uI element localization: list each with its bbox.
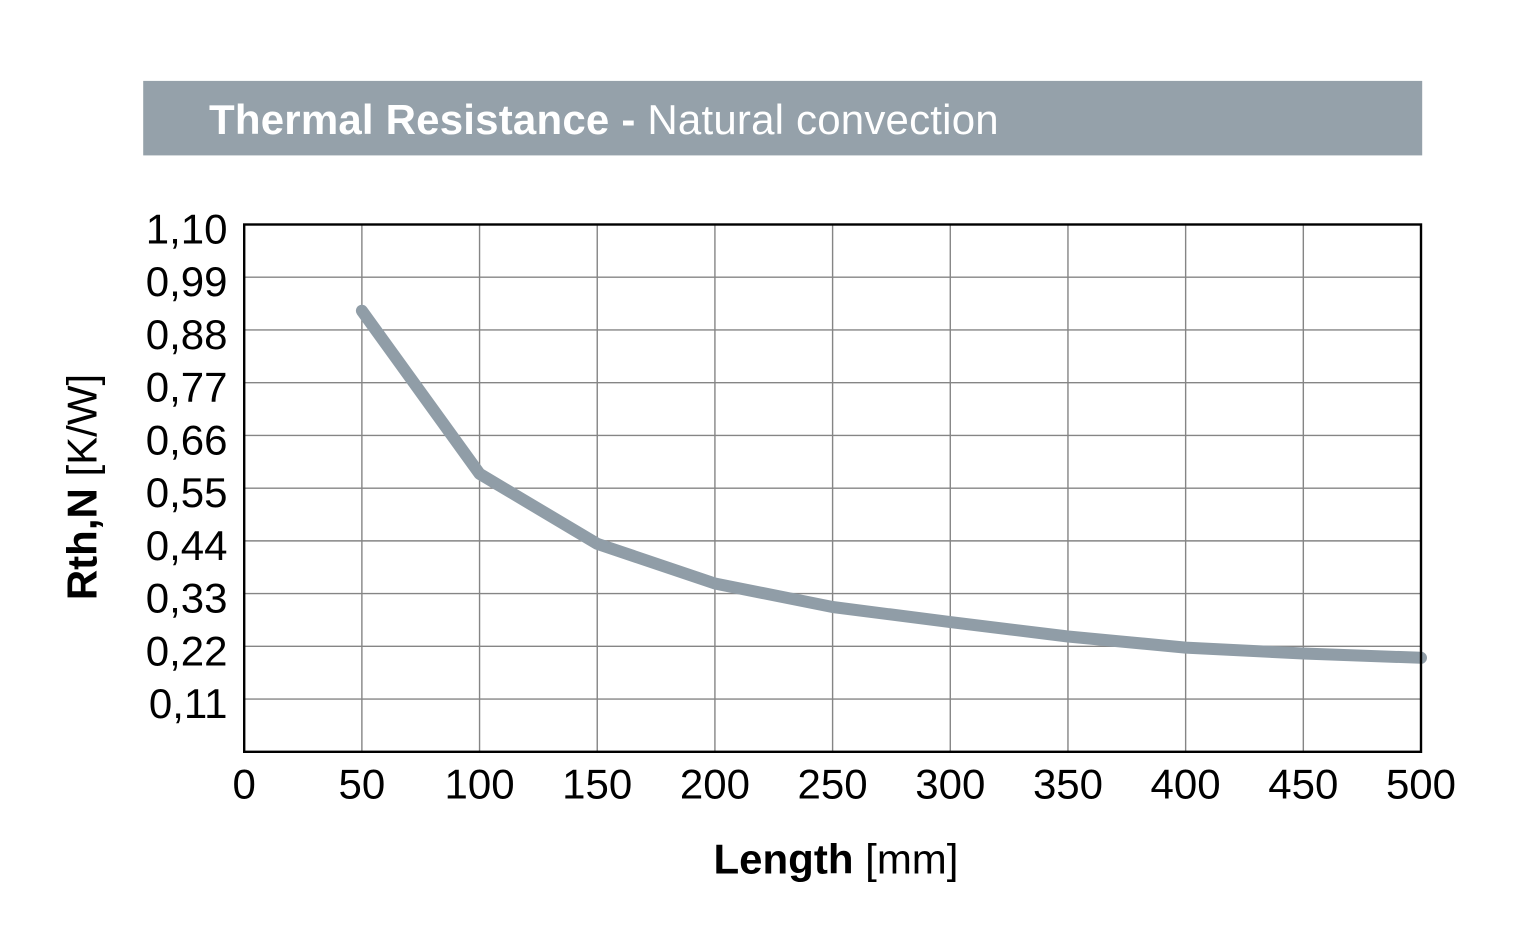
svg-text:350: 350	[1033, 760, 1103, 807]
svg-text:0,44: 0,44	[146, 522, 228, 569]
svg-text:0,77: 0,77	[146, 364, 228, 411]
svg-text:1,10: 1,10	[146, 206, 228, 253]
svg-text:Thermal Resistance - Natural c: Thermal Resistance - Natural convection	[209, 96, 999, 143]
svg-text:450: 450	[1268, 760, 1338, 807]
svg-text:Rth,N [K/W]: Rth,N [K/W]	[59, 374, 106, 600]
svg-text:500: 500	[1386, 760, 1456, 807]
svg-text:0,33: 0,33	[146, 575, 228, 622]
svg-text:200: 200	[680, 760, 750, 807]
svg-text:Length [mm]: Length [mm]	[714, 836, 959, 883]
svg-text:100: 100	[445, 760, 515, 807]
svg-text:0,66: 0,66	[146, 416, 228, 463]
svg-text:0,88: 0,88	[146, 311, 228, 358]
svg-text:0,22: 0,22	[146, 627, 228, 674]
svg-text:150: 150	[562, 760, 632, 807]
svg-text:0,99: 0,99	[146, 258, 228, 305]
svg-text:0: 0	[233, 760, 256, 807]
svg-text:50: 50	[339, 760, 386, 807]
svg-text:250: 250	[798, 760, 868, 807]
svg-text:400: 400	[1151, 760, 1221, 807]
svg-text:0,55: 0,55	[146, 469, 228, 516]
svg-text:300: 300	[915, 760, 985, 807]
svg-text:0,11: 0,11	[149, 680, 228, 727]
